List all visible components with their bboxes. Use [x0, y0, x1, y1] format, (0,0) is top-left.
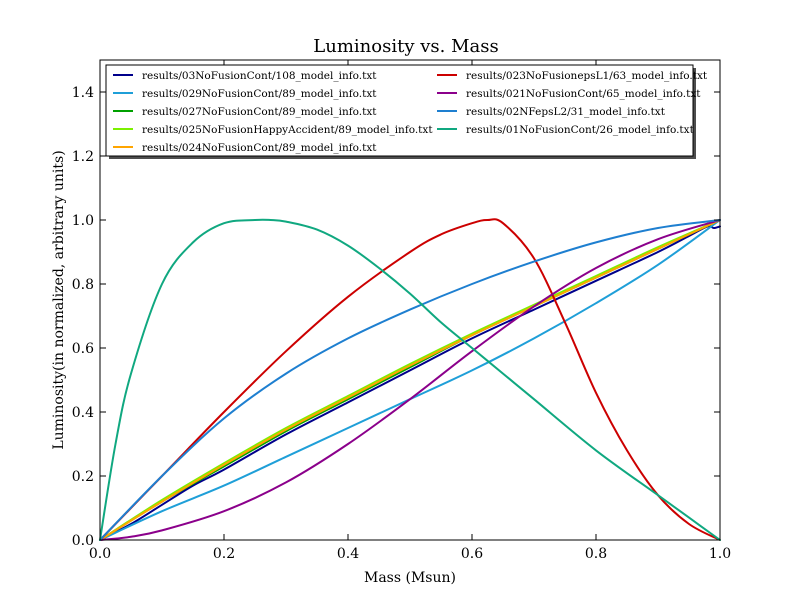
x-tick-label: 0.0: [89, 546, 111, 562]
y-tick-label: 0.4: [72, 405, 94, 421]
series-line-6: [99, 218, 721, 541]
series-line-7: [99, 219, 721, 541]
series-line-4: [99, 219, 721, 541]
x-tick-label: 0.8: [585, 546, 607, 562]
y-tick-label: 0.6: [72, 341, 94, 357]
legend-label: results/025NoFusionHappyAccident/89_mode…: [142, 124, 433, 136]
legend-label: results/03NoFusionCont/108_model_info.tx…: [142, 70, 377, 82]
legend: results/03NoFusionCont/108_model_info.tx…: [105, 64, 708, 159]
y-tick-label: 0.8: [72, 277, 94, 293]
series-line-5: [99, 219, 721, 541]
y-tick-label: 1.2: [72, 149, 94, 165]
y-tick-label: 0.2: [72, 469, 94, 485]
x-tick-label: 0.2: [213, 546, 235, 562]
x-tick-label: 0.4: [337, 546, 359, 562]
plot-frame: [99, 59, 721, 541]
legend-label: results/021NoFusionCont/65_model_info.tx…: [466, 88, 701, 100]
chart-title: Luminosity vs. Mass: [313, 36, 498, 57]
legend-label: results/02NFepsL2/31_model_info.txt: [466, 106, 666, 118]
series-line-9: [99, 218, 721, 541]
series-line-8: [99, 219, 721, 541]
y-tick-label: 0.0: [72, 533, 94, 549]
legend-label: results/024NoFusionCont/89_model_info.tx…: [142, 142, 377, 154]
x-tick-label: 0.6: [461, 546, 483, 562]
legend-label: results/027NoFusionCont/89_model_info.tx…: [142, 106, 377, 118]
legend-label: results/023NoFusionepsL1/63_model_info.t…: [466, 70, 708, 82]
x-axis-label: Mass (Msun): [364, 570, 456, 586]
y-tick-label: 1.0: [72, 213, 94, 229]
legend-label: results/01NoFusionCont/26_model_info.txt: [466, 124, 695, 136]
ticks-layer: 0.0 0.2 0.4 0.6 0.8 1.0 0.0 0.2 0.4 0.6 0.8 1.0 1.2 1…: [72, 60, 731, 562]
y-tick-label: 1.4: [72, 85, 94, 101]
legend-label: results/029NoFusionCont/89_model_info.tx…: [142, 88, 377, 100]
series-layer: [99, 218, 721, 541]
x-tick-label: 1.0: [709, 546, 731, 562]
y-axis-label: Luminosity(in normalized, arbitrary unit…: [51, 150, 67, 449]
legend-box: [105, 64, 694, 157]
